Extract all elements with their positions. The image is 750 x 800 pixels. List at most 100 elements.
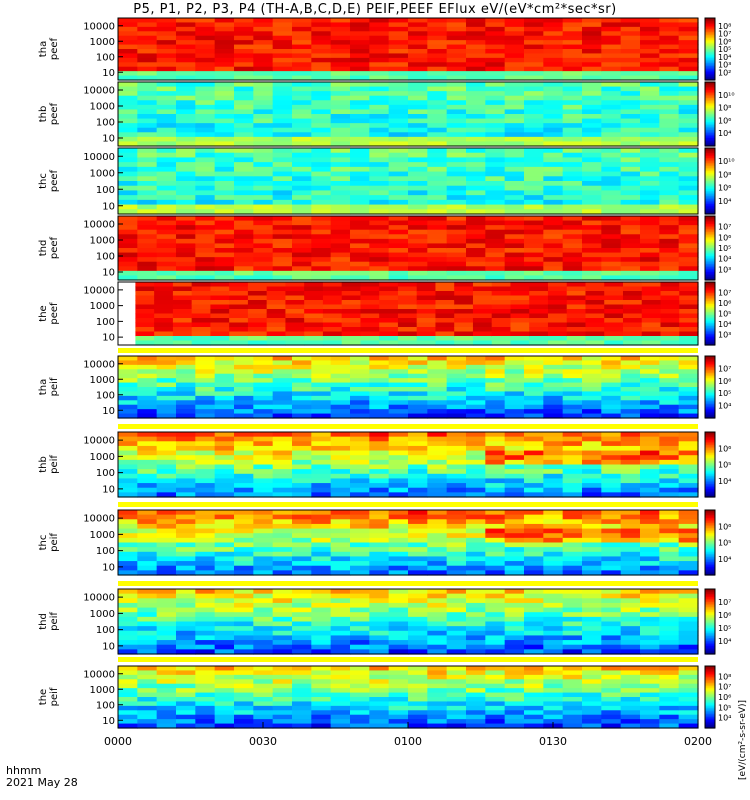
heatmap-cell	[176, 589, 196, 595]
heatmap-cell	[504, 570, 525, 576]
colorbar-band	[705, 613, 715, 616]
heatmap-cell	[137, 593, 158, 599]
heatmap-cell	[195, 141, 216, 147]
heatmap-cell	[253, 141, 274, 147]
heatmap-cell	[369, 373, 390, 379]
heatmap-cell	[485, 455, 506, 461]
panel-frame	[117, 281, 699, 346]
heatmap-cell	[678, 82, 699, 88]
heatmap-cell	[601, 640, 622, 646]
heatmap-cell	[678, 53, 699, 59]
heatmap-cell	[678, 166, 699, 173]
heatmap-cell	[466, 86, 486, 92]
heatmap-cell	[543, 593, 564, 599]
heatmap-cell	[427, 166, 448, 173]
heatmap-cell	[620, 593, 641, 599]
heatmap-cell	[640, 565, 660, 571]
heatmap-cell	[582, 710, 602, 716]
colorbar-band	[705, 248, 715, 251]
heatmap-cell	[156, 275, 177, 281]
heatmap-cell	[601, 57, 622, 63]
heatmap-cell	[620, 459, 641, 466]
heatmap-cell	[118, 621, 138, 627]
colorbar-band	[705, 254, 715, 257]
heatmap-cell	[466, 455, 486, 461]
heatmap-cell	[543, 514, 564, 520]
colorbar-band	[705, 249, 715, 252]
heatmap-cell	[678, 75, 699, 81]
heatmap-cell	[330, 360, 351, 366]
heatmap-cell	[253, 533, 274, 539]
y-tick-label: 10	[102, 641, 115, 652]
heatmap-cell	[408, 91, 428, 97]
heatmap-cell	[292, 53, 312, 59]
heatmap-cell	[678, 49, 699, 55]
heatmap-cell	[379, 331, 399, 337]
heatmap-cell	[379, 318, 399, 324]
heatmap-cell	[562, 514, 583, 520]
colorbar-band	[705, 179, 715, 182]
heatmap-cell	[266, 300, 287, 306]
colorbar-tick-label: 10⁵	[718, 389, 731, 398]
heatmap-cell	[388, 688, 409, 694]
heatmap-cell	[350, 483, 370, 489]
heatmap-cell	[466, 674, 486, 680]
heatmap-cell	[195, 157, 216, 163]
heatmap-cell	[659, 275, 680, 281]
heatmap-cell	[678, 199, 699, 206]
heatmap-cell	[176, 225, 196, 231]
heatmap-cell	[253, 229, 274, 235]
heatmap-cell	[292, 185, 312, 192]
heatmap-cell	[156, 40, 177, 46]
colorbar-band	[705, 308, 715, 311]
heatmap-cell	[601, 369, 622, 375]
heatmap-cell	[562, 395, 583, 401]
heatmap-cell	[466, 49, 486, 55]
heatmap-cell	[408, 616, 428, 623]
heatmap-cell	[137, 528, 158, 534]
heatmap-cell	[210, 295, 230, 301]
heatmap-cell	[156, 181, 177, 187]
heatmap-cell	[543, 570, 564, 576]
heatmap-cell	[195, 533, 216, 539]
heatmap-cell	[620, 266, 641, 272]
heatmap-cell	[446, 598, 467, 604]
heatmap-cell	[446, 519, 467, 525]
heatmap-cell	[524, 157, 544, 163]
heatmap-cell	[582, 478, 602, 484]
heatmap-cell	[285, 322, 305, 328]
heatmap-cell	[601, 395, 622, 401]
heatmap-cell	[214, 649, 235, 655]
heatmap-cell	[379, 309, 399, 315]
heatmap-cell	[543, 95, 564, 101]
heatmap-cell	[678, 225, 699, 231]
heatmap-cell	[388, 62, 409, 68]
heatmap-cell	[562, 723, 583, 729]
heatmap-cell	[524, 225, 544, 231]
heatmap-cell	[504, 66, 525, 72]
colorbar-band	[705, 172, 715, 175]
heatmap-cell	[350, 441, 370, 447]
heatmap-cell	[272, 360, 293, 366]
colorbar-band	[705, 299, 715, 302]
heatmap-cell	[416, 318, 437, 324]
heatmap-cell	[504, 679, 525, 685]
colorbar-band	[705, 624, 715, 627]
heatmap-cell	[292, 561, 312, 567]
heatmap-cell	[640, 95, 660, 101]
heatmap-cell	[659, 674, 680, 680]
heatmap-cell	[214, 616, 235, 623]
heatmap-cell	[427, 692, 448, 698]
heatmap-cell	[427, 602, 448, 609]
heatmap-cell	[408, 266, 428, 272]
heatmap-cell	[640, 166, 660, 173]
heatmap-cell	[485, 670, 506, 676]
heatmap-cell	[360, 291, 380, 297]
heatmap-cell	[388, 53, 409, 59]
heatmap-cell	[369, 360, 390, 366]
heatmap-cell	[620, 109, 641, 115]
heatmap-cell	[118, 152, 138, 159]
heatmap-cell	[176, 683, 196, 689]
heatmap-cell	[272, 688, 293, 694]
heatmap-cell	[234, 66, 254, 72]
